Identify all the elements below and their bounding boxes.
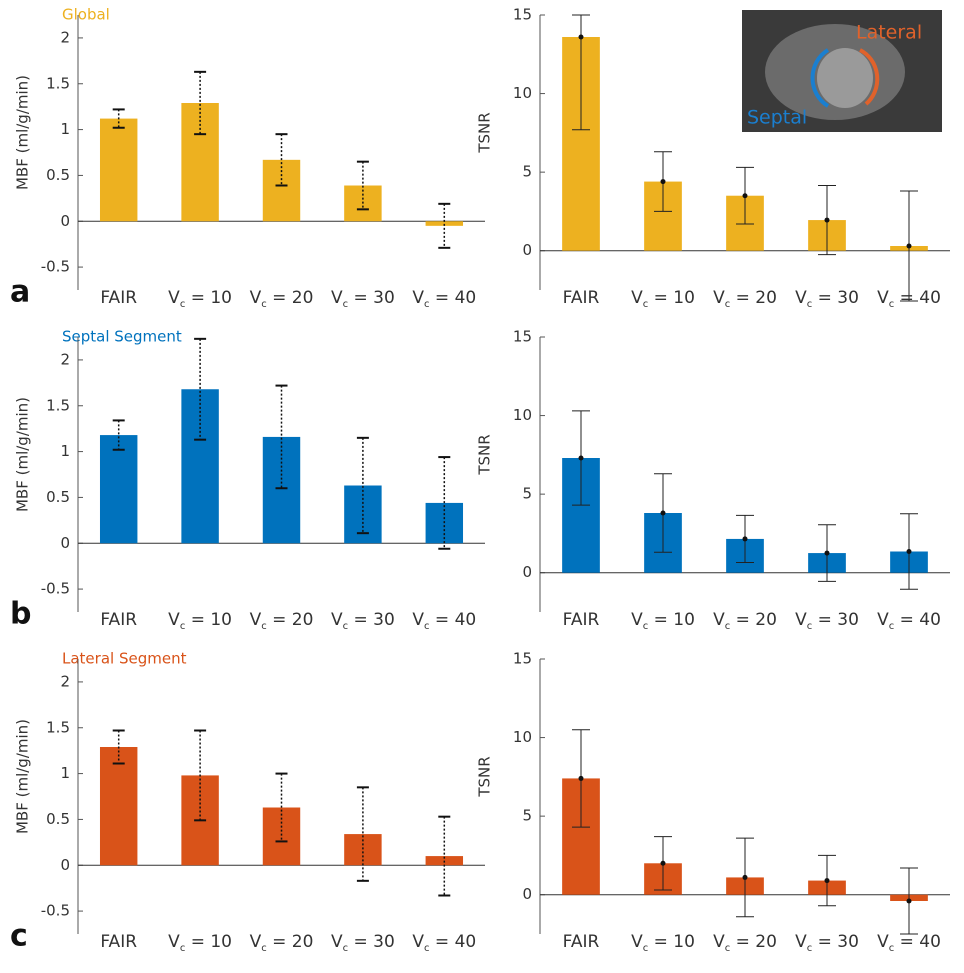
x-tick-label: Vc = 30: [795, 288, 859, 310]
y-tick-label: 0: [60, 856, 70, 874]
y-tick-label: 10: [513, 728, 532, 746]
y-tick-label: 5: [522, 807, 532, 825]
y-tick-label: 2: [60, 28, 70, 46]
x-tick-label: Vc = 10: [631, 288, 695, 310]
y-tick-label: 0: [60, 212, 70, 230]
x-tick-label: Vc = 30: [331, 288, 395, 310]
x-tick-label: FAIR: [563, 288, 600, 308]
y-axis-label: MBF (ml/g/min): [14, 397, 32, 512]
mean-dot: [579, 456, 584, 461]
figure: Global a MBF (ml/g/min) -0.5 0 0.5 1 1.5 2 FAIR Vc…: [0, 0, 964, 973]
chart-title: Lateral Segment: [62, 650, 187, 668]
mean-dot: [825, 878, 830, 883]
y-tick-label: 1: [60, 120, 70, 138]
bar: [263, 437, 300, 543]
x-tick-label: Vc = 20: [250, 610, 314, 632]
y-tick-label: 0: [522, 563, 532, 581]
x-tick-label: Vc = 30: [795, 932, 859, 954]
x-tick-label: Vc = 10: [631, 610, 695, 632]
mean-dot: [743, 193, 748, 198]
inset-label: Septal: [747, 107, 807, 129]
y-axis-label: TSNR: [476, 112, 494, 153]
x-tick-label: Vc = 40: [877, 288, 941, 310]
x-tick-label: Vc = 30: [331, 932, 395, 954]
mean-dot: [579, 776, 584, 781]
mean-dot: [825, 218, 830, 223]
x-tick-label: FAIR: [563, 932, 600, 952]
panel-label: c: [10, 919, 28, 954]
mean-dot: [743, 875, 748, 880]
y-tick-label: 2: [60, 350, 70, 368]
x-tick-label: Vc = 20: [250, 288, 314, 310]
mean-dot: [907, 899, 912, 904]
x-tick-label: FAIR: [100, 932, 137, 952]
y-tick-label: 10: [513, 84, 532, 102]
mean-dot: [661, 511, 666, 516]
x-tick-label: Vc = 10: [168, 610, 232, 632]
x-tick-label: Vc = 20: [250, 932, 314, 954]
y-tick-label: 0.5: [46, 488, 70, 506]
y-tick-label: 1.5: [46, 396, 70, 414]
y-tick-label: 1: [60, 764, 70, 782]
bar: [100, 119, 137, 222]
inset-image: Lateral Septal: [742, 10, 942, 132]
x-tick-label: Vc = 10: [631, 932, 695, 954]
x-tick-label: FAIR: [100, 610, 137, 630]
bar: [100, 747, 137, 865]
y-tick-label: 15: [513, 328, 532, 346]
mean-dot: [743, 536, 748, 541]
mean-dot: [825, 551, 830, 556]
y-tick-label: 15: [513, 6, 532, 24]
chart-title: Global: [62, 6, 110, 24]
y-tick-label: -0.5: [41, 580, 70, 598]
x-tick-label: FAIR: [100, 288, 137, 308]
mean-dot: [661, 861, 666, 866]
y-tick-label: 5: [522, 163, 532, 181]
x-tick-label: Vc = 40: [877, 932, 941, 954]
x-tick-label: Vc = 30: [795, 610, 859, 632]
panel-label: b: [10, 597, 31, 632]
y-tick-label: 0.5: [46, 810, 70, 828]
mean-dot: [907, 549, 912, 554]
y-tick-label: 0: [522, 885, 532, 903]
x-tick-label: Vc = 20: [713, 610, 777, 632]
y-tick-label: 0: [522, 241, 532, 259]
y-tick-label: 10: [513, 406, 532, 424]
y-tick-label: 2: [60, 672, 70, 690]
x-tick-label: Vc = 10: [168, 932, 232, 954]
y-tick-label: 5: [522, 485, 532, 503]
x-tick-label: Vc = 40: [412, 932, 476, 954]
bar: [263, 160, 300, 221]
x-tick-label: Vc = 20: [713, 288, 777, 310]
bar: [100, 435, 137, 543]
bar: [263, 808, 300, 866]
y-tick-label: -0.5: [41, 258, 70, 276]
y-tick-label: 1: [60, 442, 70, 460]
page: Global a MBF (ml/g/min) -0.5 0 0.5 1 1.5 2 FAIR Vc…: [0, 0, 964, 973]
inset-heart: [817, 48, 873, 108]
chart-title: Septal Segment: [62, 328, 182, 346]
y-axis-label: MBF (ml/g/min): [14, 75, 32, 190]
y-axis-label: TSNR: [476, 434, 494, 475]
x-tick-label: Vc = 40: [412, 288, 476, 310]
mean-dot: [661, 179, 666, 184]
x-tick-label: Vc = 10: [168, 288, 232, 310]
x-tick-label: Vc = 40: [412, 610, 476, 632]
x-tick-label: Vc = 30: [331, 610, 395, 632]
y-axis-label: TSNR: [476, 756, 494, 797]
y-tick-label: -0.5: [41, 902, 70, 920]
y-axis-label: MBF (ml/g/min): [14, 719, 32, 834]
y-tick-label: 0: [60, 534, 70, 552]
y-tick-label: 1.5: [46, 718, 70, 736]
y-tick-label: 15: [513, 650, 532, 668]
mean-dot: [907, 244, 912, 249]
inset-label: Lateral: [856, 22, 922, 44]
panel-label: a: [10, 275, 30, 310]
x-tick-label: FAIR: [563, 610, 600, 630]
y-tick-label: 1.5: [46, 74, 70, 92]
x-tick-label: Vc = 20: [713, 932, 777, 954]
x-tick-label: Vc = 40: [877, 610, 941, 632]
y-tick-label: 0.5: [46, 166, 70, 184]
mean-dot: [579, 35, 584, 40]
